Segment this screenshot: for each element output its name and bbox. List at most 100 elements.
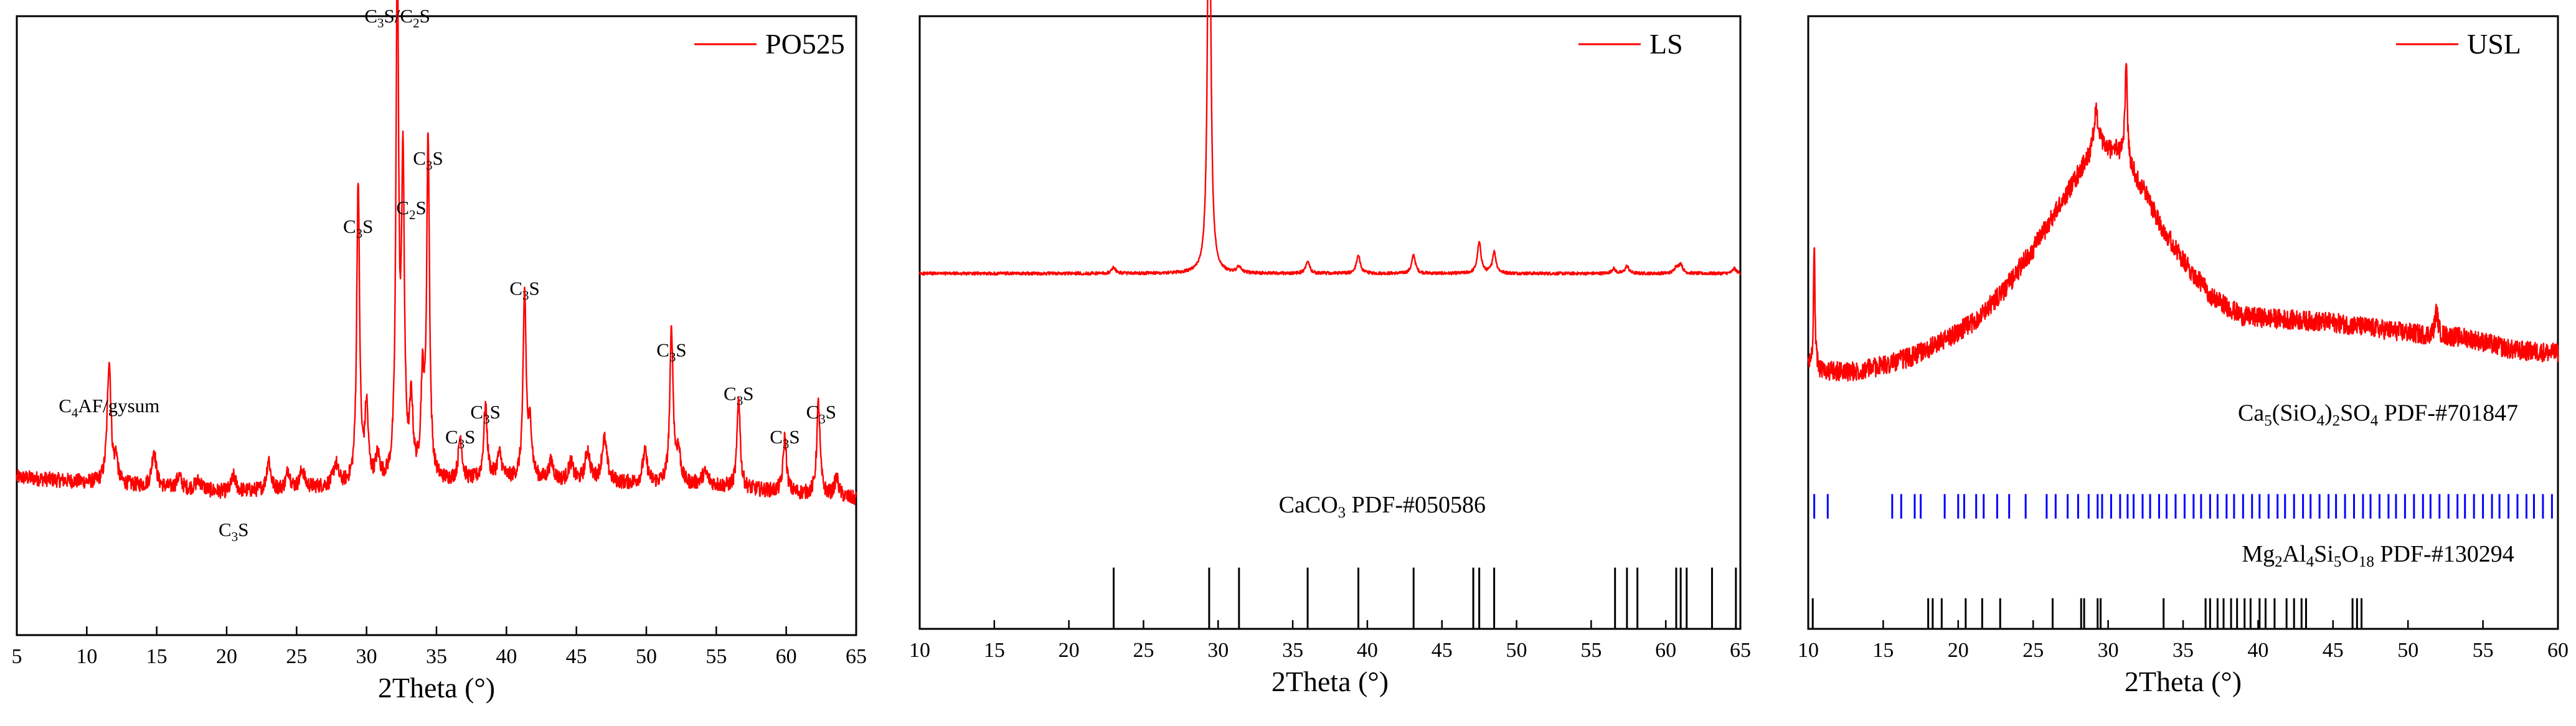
x-tick-label: 60 <box>2547 639 2569 662</box>
peak-annotation-part: 3 <box>232 529 238 544</box>
peak-annotation-part: 3 <box>458 436 465 451</box>
x-tick-label: 40 <box>496 645 517 668</box>
series-line-po525 <box>16 0 857 506</box>
peak-annotation: C3S <box>806 401 836 427</box>
peak-annotation-part: 3 <box>483 412 490 427</box>
reference-label-part: 4 <box>2316 412 2324 429</box>
series-line-ls <box>918 0 1742 276</box>
peak-annotation-part: S <box>362 215 373 237</box>
x-tick-label: 30 <box>1207 639 1229 662</box>
x-tick-label: 45 <box>1432 639 1453 662</box>
x-tick-label: 30 <box>356 645 377 668</box>
reference-label-part: (SiO <box>2272 400 2317 426</box>
plot-frame <box>16 15 857 636</box>
peak-annotation-part: 3 <box>356 226 363 241</box>
legend-label: USL <box>2467 28 2521 60</box>
reference-label-part: 5 <box>2264 412 2272 429</box>
reference-label-part: Mg <box>2242 541 2275 567</box>
peak-annotation: C3S <box>724 382 753 408</box>
x-axis-title: 2Theta (°) <box>378 672 495 704</box>
x-tick-label: 20 <box>1948 639 1969 662</box>
x-axis-title: 2Theta (°) <box>1271 666 1389 697</box>
reference-label-part: Al <box>2283 541 2306 567</box>
peak-annotation-part: C <box>343 215 356 237</box>
x-tick-label: 65 <box>846 645 867 668</box>
legend-label: PO525 <box>765 28 845 60</box>
reference-label-part: ) <box>2324 400 2333 426</box>
peak-annotation-part: C <box>219 519 232 540</box>
peak-annotation-part: S/C <box>384 5 413 27</box>
peak-annotation-part: C <box>656 339 669 361</box>
peak-annotation-part: S <box>465 426 475 448</box>
x-tick-label: 55 <box>1580 639 1602 662</box>
x-tick-label: 35 <box>2173 639 2194 662</box>
peak-annotation: C3S <box>509 277 539 303</box>
peak-annotation-part: 3 <box>522 288 529 303</box>
reference-label-part: 2 <box>2275 554 2283 570</box>
reference-label-part: 18 <box>2359 554 2374 570</box>
x-tick-label: 60 <box>1655 639 1676 662</box>
peak-annotation: C3S <box>413 148 443 173</box>
peak-annotation-part: C <box>806 401 819 423</box>
x-tick-label: 10 <box>1798 639 1819 662</box>
reference-label-part: O <box>2341 541 2358 567</box>
peak-annotation-part: S <box>416 197 427 219</box>
reference-label: Ca5(SiO4)2SO4 PDF-#701847 <box>2238 400 2518 429</box>
peak-annotation-part: C <box>770 426 783 448</box>
peak-annotation-part: 4 <box>72 405 78 420</box>
plot-frame <box>918 15 1742 630</box>
reference-label-part: 5 <box>2334 554 2342 570</box>
reference-label-part: PDF-#130294 <box>2374 541 2514 567</box>
x-tick-label: 30 <box>2098 639 2119 662</box>
peak-annotation-part: S <box>238 519 248 540</box>
peak-annotation-part: C <box>724 382 737 404</box>
x-tick-label: 50 <box>636 645 657 668</box>
peak-annotation-part: C <box>509 277 522 299</box>
peak-annotation-part: C <box>470 401 483 423</box>
reference-label-part: 4 <box>2306 554 2314 570</box>
reference-label: Mg2Al4Si5O18 PDF-#130294 <box>2242 541 2514 570</box>
reference-label-part: 2 <box>2333 412 2341 429</box>
x-tick-label: 25 <box>2022 639 2044 662</box>
x-tick-label: 35 <box>426 645 447 668</box>
chart-panel-2: 10 15 20 25 30 35 40 45 50 55 60 65 2Theta (°) LS CaCO… <box>909 0 1751 697</box>
x-tick-label: 5 <box>12 645 22 668</box>
x-tick-label: 45 <box>566 645 587 668</box>
x-tick-label: 40 <box>2247 639 2268 662</box>
reference-label-part: PDF-#701847 <box>2378 400 2518 426</box>
peak-annotation: C2S <box>396 197 426 222</box>
x-tick-label: 20 <box>216 645 237 668</box>
chart-panel-1: 5 10 15 20 25 30 35 40 45 50 55 60 65 2Theta (°) PO525… <box>12 0 867 704</box>
reference-label-part: CaCO <box>1279 492 1338 518</box>
x-tick-label: 20 <box>1059 639 1080 662</box>
plot-frame <box>1807 15 2559 630</box>
x-tick-label: 50 <box>2397 639 2418 662</box>
peak-annotation-part: S <box>789 426 800 448</box>
x-tick-label: 55 <box>705 645 727 668</box>
x-tick-label: 45 <box>2323 639 2344 662</box>
x-tick-label: 65 <box>1730 639 1751 662</box>
peak-annotation-part: 3 <box>377 16 384 31</box>
peak-annotation-part: S <box>743 382 753 404</box>
peak-annotation-part: 3 <box>669 350 676 365</box>
series-line-usl <box>1807 62 2559 382</box>
reference-label-part: 3 <box>1338 504 1346 521</box>
reference-label-part: 4 <box>2371 412 2379 429</box>
reference-label-part: PDF-#050586 <box>1346 492 1486 518</box>
x-tick-label: 60 <box>776 645 797 668</box>
peak-annotation-part: 3 <box>819 412 826 427</box>
x-tick-label: 10 <box>76 645 97 668</box>
x-tick-label: 35 <box>1282 639 1303 662</box>
peak-annotation: C3S <box>770 426 800 451</box>
peak-annotation-part: S <box>826 401 836 423</box>
peak-annotation-part: S <box>529 277 540 299</box>
reference-label-part: Si <box>2314 541 2334 567</box>
peak-annotation: C3S <box>219 519 248 544</box>
peak-annotation-part: AF/gysum <box>78 395 159 417</box>
peak-annotation-part: 2 <box>413 16 420 31</box>
peak-annotation: C3S <box>445 426 475 451</box>
x-tick-label: 25 <box>1133 639 1154 662</box>
peak-annotation-part: 2 <box>409 207 416 222</box>
x-tick-label: 10 <box>909 639 930 662</box>
